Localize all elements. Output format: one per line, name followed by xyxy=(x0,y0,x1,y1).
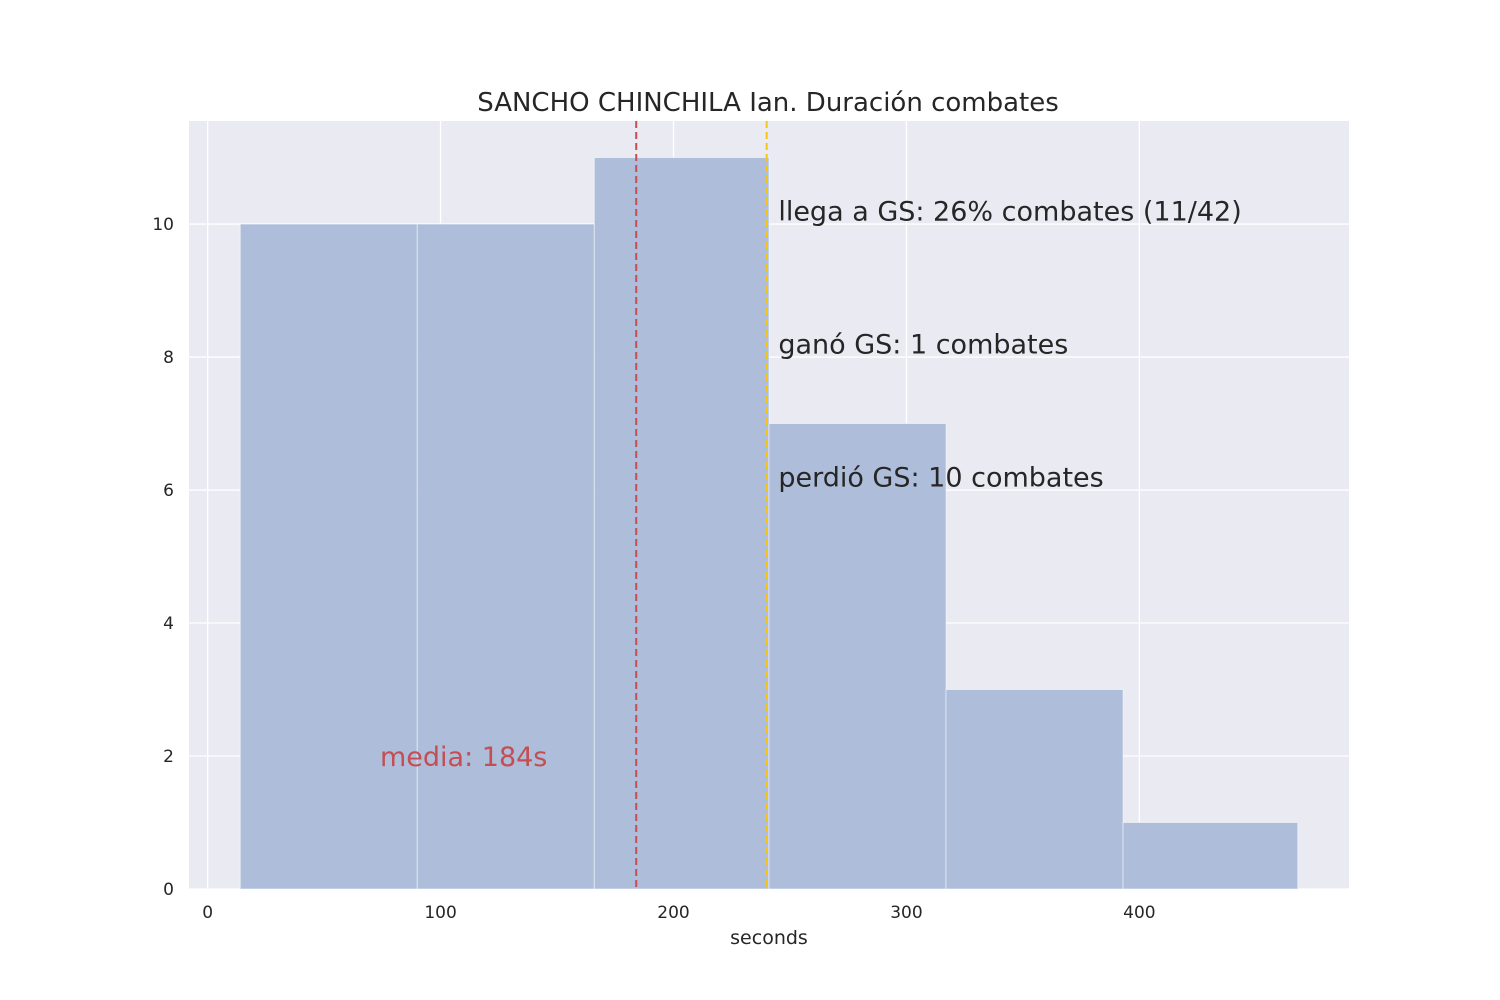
x-tick-label: 0 xyxy=(202,903,213,923)
histogram-bar xyxy=(945,689,1124,890)
histogram-bars xyxy=(239,157,1299,890)
histogram-bar xyxy=(1122,822,1299,890)
histogram-bar xyxy=(416,223,595,890)
histogram-bar xyxy=(593,157,770,890)
mean-label: media: 184s xyxy=(380,742,547,773)
annotation-reaches-gs: llega a GS: 26% combates (11/42) xyxy=(778,197,1241,228)
y-tick-label: 6 xyxy=(163,481,174,501)
reference-lines xyxy=(635,121,768,889)
x-tick-label: 300 xyxy=(890,903,922,923)
y-tick-label: 2 xyxy=(163,747,174,767)
y-tick-label: 0 xyxy=(163,880,174,900)
x-tick-label: 400 xyxy=(1123,903,1155,923)
annotation-won-gs: ganó GS: 1 combates xyxy=(778,330,1068,361)
x-axis-label: seconds xyxy=(730,927,808,949)
y-tick-label: 10 xyxy=(152,215,174,235)
histogram-bar xyxy=(239,223,418,890)
chart-title: SANCHO CHINCHILA Ian. Duración combates xyxy=(477,88,1059,118)
y-tick-label: 4 xyxy=(163,614,174,634)
axis-ticks: 0 100 200 300 400 0 2 4 6 8 10 xyxy=(152,215,1155,923)
annotation-lost-gs: perdió GS: 10 combates xyxy=(778,463,1103,494)
x-tick-label: 100 xyxy=(424,903,456,923)
histogram-bar xyxy=(768,423,947,890)
x-tick-label: 200 xyxy=(657,903,689,923)
y-tick-label: 8 xyxy=(163,348,174,368)
